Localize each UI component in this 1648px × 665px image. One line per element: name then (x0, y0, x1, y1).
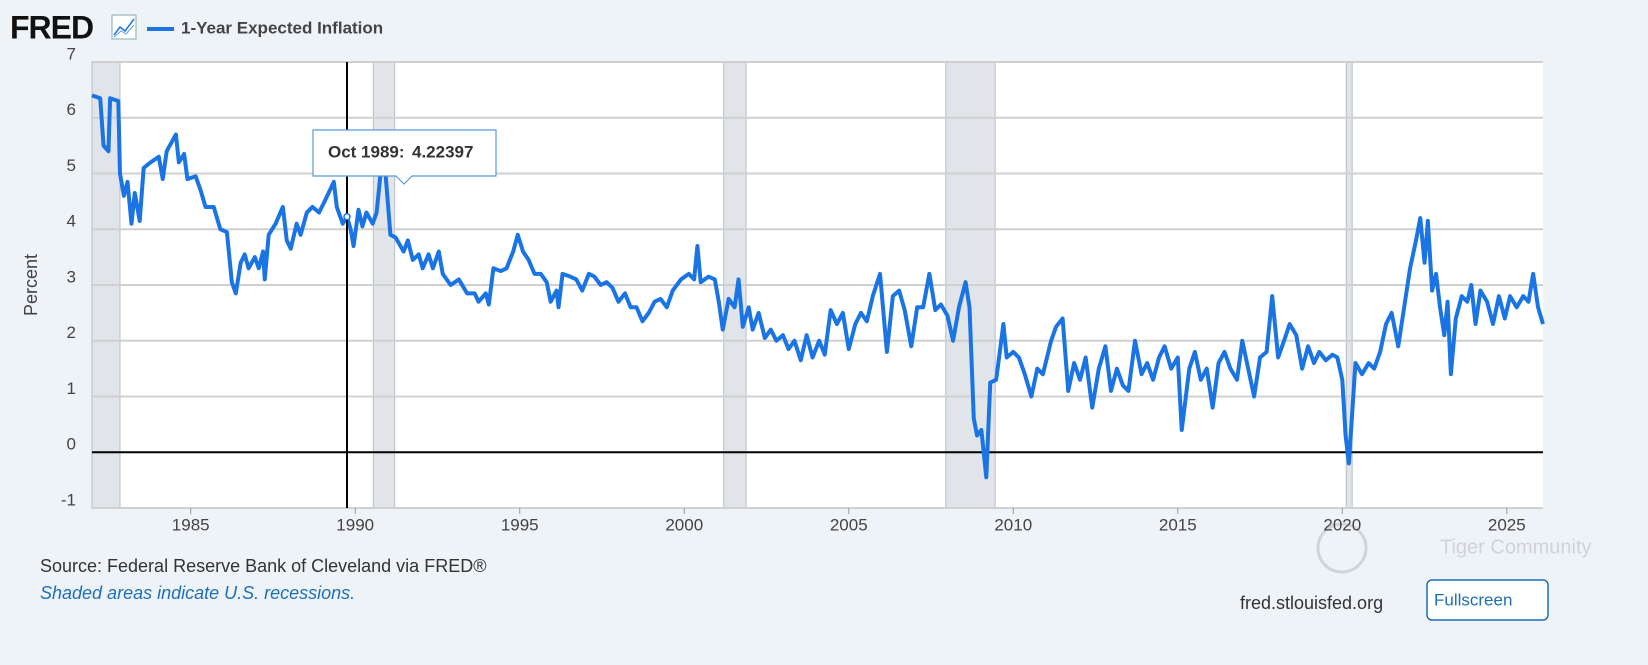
watermark-icon (1316, 522, 1368, 574)
logo-icon (111, 14, 137, 40)
y-tick-label: 6 (67, 100, 76, 119)
tooltip-point (343, 213, 351, 221)
source: Source: Federal Reserve Bank of Clevelan… (40, 556, 486, 576)
y-tick-label: 0 (67, 435, 76, 454)
x-tick-label: 2010 (994, 515, 1032, 534)
watermark: Tiger Community (1440, 536, 1592, 558)
x-tick-label: 2000 (665, 515, 703, 534)
series (91, 93, 1545, 480)
x-tick-label: 1995 (501, 515, 539, 534)
y-tick-label: 2 (67, 323, 76, 342)
y-tick-label: 7 (67, 44, 76, 63)
y-tick-label: 1 (67, 379, 76, 398)
tooltip-date: Oct 1989: (328, 142, 405, 161)
button-box[interactable] (1426, 579, 1549, 621)
fullscreen-button[interactable]: Fullscreen (1426, 579, 1549, 621)
x-tick-label: 2020 (1323, 515, 1361, 534)
tooltip-value: 4.22397 (412, 142, 473, 161)
x-tick-label: 2025 (1488, 515, 1526, 534)
x-tick-label: 1985 (172, 515, 210, 534)
grid (92, 61, 1543, 514)
legend-label: 1-Year Expected Inflation (181, 18, 383, 37)
x-tick-label: 2015 (1159, 515, 1197, 534)
y-tick-label: 5 (67, 156, 76, 175)
recession-note: Shaded areas indicate U.S. recessions. (40, 583, 355, 603)
x-tick-label: 1990 (336, 515, 374, 534)
y-tick-label: 3 (67, 267, 76, 286)
tooltip-box (312, 129, 497, 185)
logo: FRED (10, 9, 93, 45)
y-tick-label: -1 (61, 490, 76, 509)
y-axis-label: Percent (21, 254, 41, 316)
y-tick-label: 4 (67, 212, 76, 231)
site-url: fred.stlouisfed.org (1240, 593, 1383, 613)
x-tick-label: 2005 (830, 515, 868, 534)
series-line (91, 93, 1545, 480)
button-label[interactable]: Fullscreen (1434, 590, 1512, 609)
